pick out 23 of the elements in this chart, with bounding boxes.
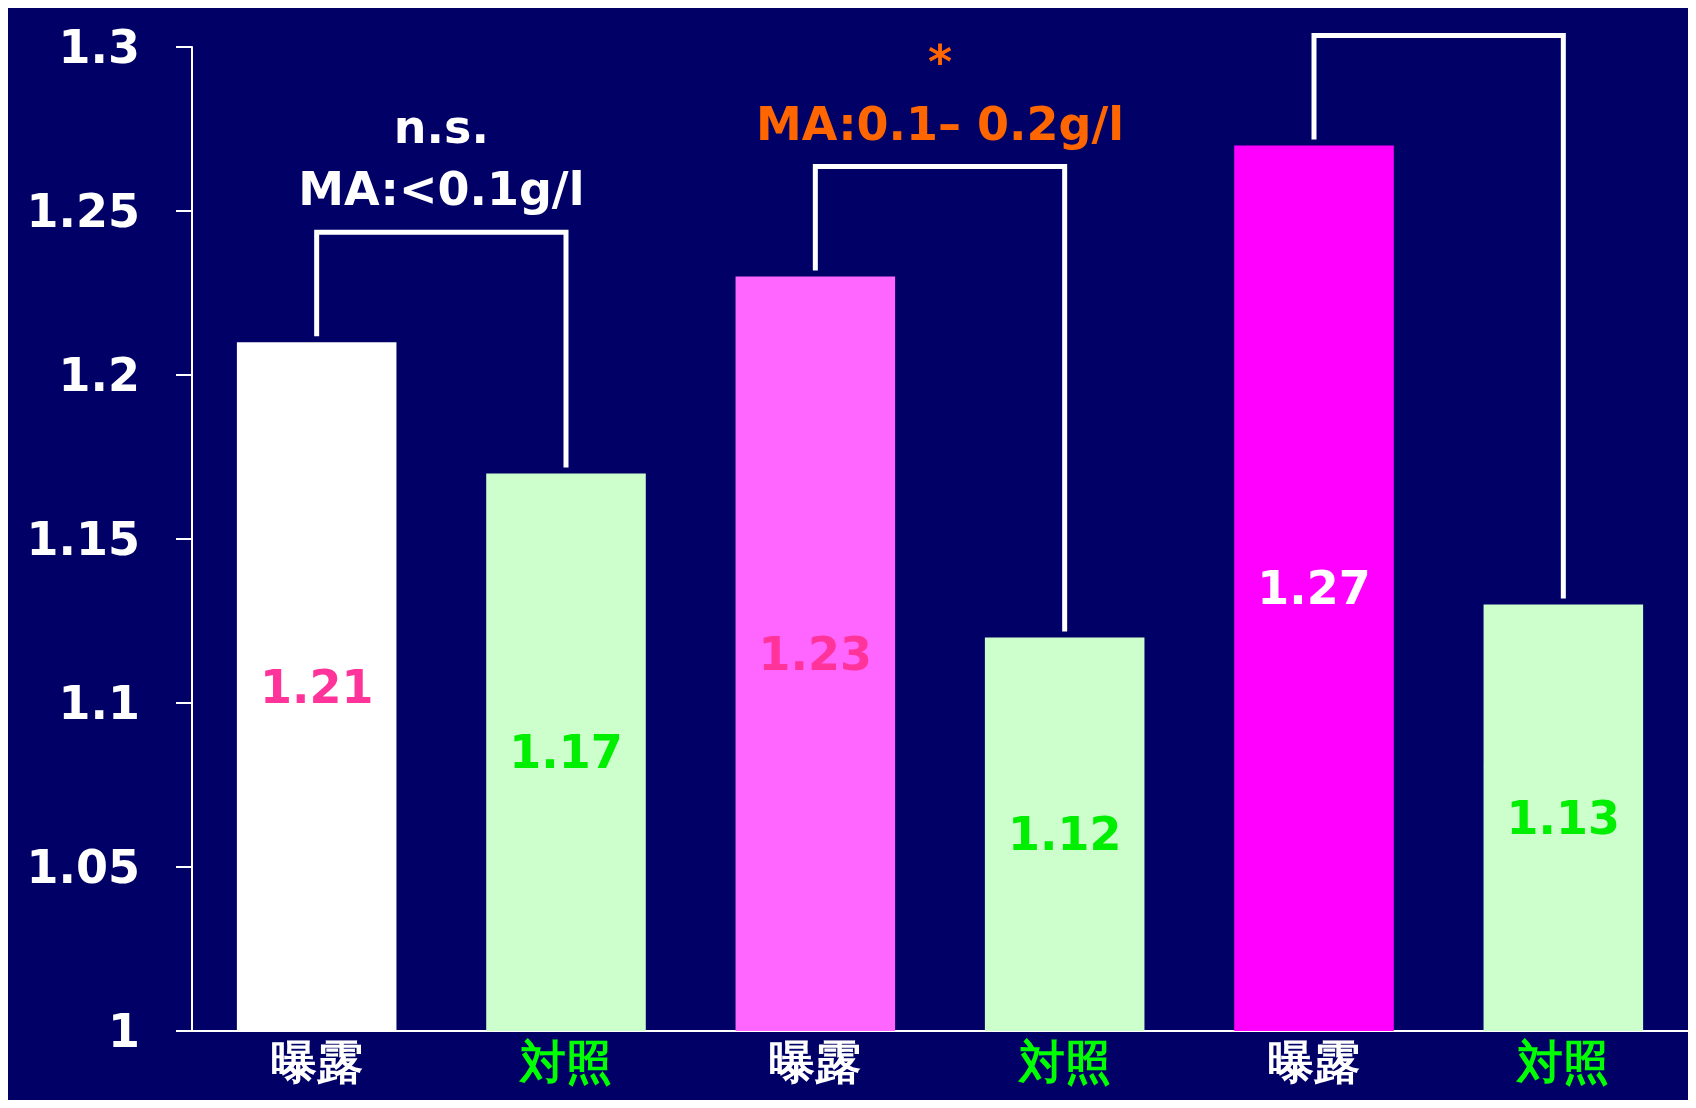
data-label: 1.12 [1007,807,1122,862]
annotation: MA:<0.1g/l [298,162,585,217]
y-tick-label: 1.05 [26,840,140,894]
x-tick-label: 曝露 [270,1035,363,1089]
x-tick-label: 対照 [518,1035,612,1089]
data-label: 1.23 [758,626,873,681]
data-label: 1.27 [1257,561,1371,616]
x-tick-label: 対照 [1016,1035,1111,1089]
y-tick-label: 1 [107,1004,140,1058]
annotation: MA:0.1– 0.2g/l [755,96,1125,151]
y-tick-label: 1.25 [26,184,140,238]
annotation: * [927,34,953,89]
data-label: 1.13 [1506,790,1621,845]
y-tick-label: 1.15 [26,512,140,566]
annotation: n.s. [393,100,489,155]
data-label: 1.21 [259,659,374,714]
x-tick-label: 曝露 [769,1035,862,1089]
data-label: 1.17 [509,725,623,780]
y-tick-label: 1.3 [58,20,140,74]
x-tick-label: 対照 [1515,1035,1610,1089]
y-tick-label: 1.2 [58,348,140,402]
x-tick-label: 曝露 [1268,1035,1360,1089]
y-tick-label: 1.1 [58,676,140,730]
